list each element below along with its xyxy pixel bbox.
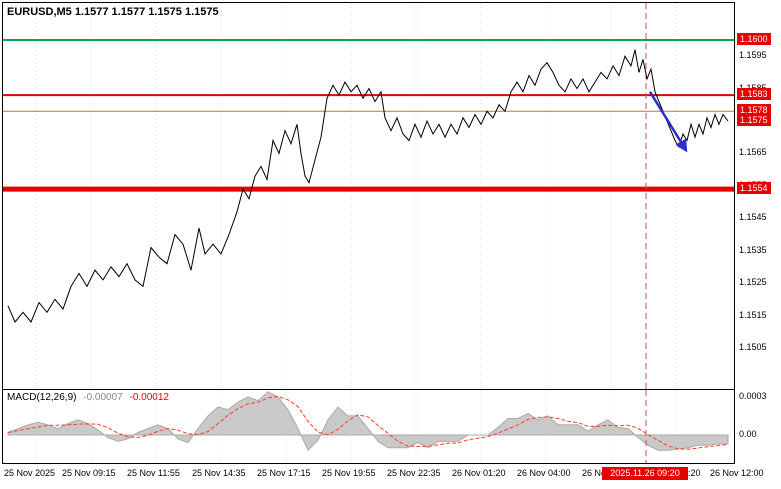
- macd-axis-label: 0.00: [739, 429, 757, 439]
- price-axis-label: 1.1505: [739, 342, 767, 352]
- macd-signal-line: [7, 396, 729, 450]
- macd-axis-label: 0.0003: [739, 390, 767, 401]
- macd-chart[interactable]: [3, 390, 734, 463]
- trend-arrow[interactable]: [648, 91, 688, 153]
- price-tag-1.1600: 1.1600: [737, 33, 771, 45]
- price-chart[interactable]: [3, 3, 734, 389]
- price-tag-1.1578: 1.1578: [737, 104, 771, 117]
- time-tick: 25 Nov 09:15: [62, 468, 116, 478]
- time-tick: 25 Nov 22:35: [387, 468, 441, 478]
- price-line: [7, 49, 729, 323]
- time-tick: 25 Nov 19:55: [322, 468, 376, 478]
- price-axis[interactable]: 1.15951.15851.15751.15651.15551.15451.15…: [737, 2, 781, 390]
- time-tick: 25 Nov 17:15: [257, 468, 311, 478]
- price-chart-panel[interactable]: [2, 2, 735, 390]
- macd-axis[interactable]: 0.0003 0.00: [737, 389, 781, 464]
- time-tick: 26 Nov 01:20: [452, 468, 506, 478]
- time-tick: 25 Nov 14:35: [192, 468, 246, 478]
- price-axis-label: 1.1585: [739, 83, 767, 93]
- macd-indicator-panel[interactable]: [2, 389, 735, 464]
- time-axis[interactable]: 25 Nov 2025 25 Nov 09:15 25 Nov 11:55 25 No…: [2, 467, 781, 483]
- time-tick: 26 Nov 12:00: [710, 468, 764, 478]
- price-tag-1.1554: 1.1554: [737, 182, 771, 195]
- price-tag-1.1575: 1.1575: [737, 114, 771, 126]
- macd-histogram: [7, 391, 729, 452]
- price-axis-label: 1.1565: [739, 147, 767, 158]
- time-tick: 25 Nov 2025: [4, 468, 56, 478]
- price-axis-label: 1.1595: [739, 50, 767, 61]
- time-tick: 25 Nov 11:55: [127, 468, 180, 478]
- price-axis-label: 1.1545: [739, 212, 767, 223]
- price-axis-label: 1.1525: [739, 277, 767, 288]
- price-tag-1.1583: 1.1583: [737, 88, 771, 101]
- price-axis-label: 1.1515: [739, 309, 767, 320]
- price-axis-label: 1.1535: [739, 244, 767, 255]
- time-tick: 26 Nov 04:00: [517, 468, 571, 478]
- highlighted-time-tag: 2025.11.26 09:20: [602, 467, 688, 480]
